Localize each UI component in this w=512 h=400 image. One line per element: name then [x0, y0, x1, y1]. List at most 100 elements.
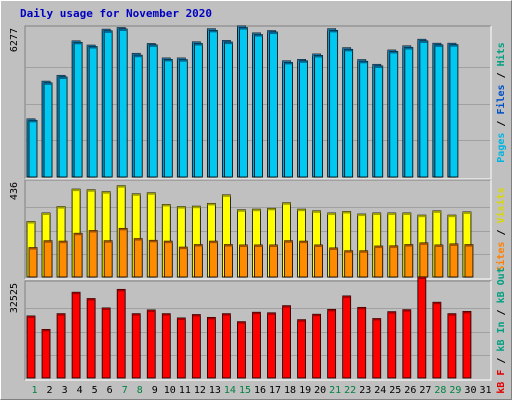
- legend-entry: Pages: [496, 133, 507, 163]
- bar-top-bot: [147, 309, 156, 312]
- bar-top-2-25: [389, 51, 399, 178]
- bar-top-bot: [87, 298, 96, 301]
- bar-top-top: [89, 46, 98, 49]
- bar-top-top: [359, 61, 368, 64]
- bar-bot-1-4: [71, 291, 81, 379]
- bar-top-2-20: [314, 55, 324, 178]
- bar-top-mid: [344, 250, 353, 253]
- bar-top-bot: [192, 314, 201, 317]
- legend-entry: /: [496, 115, 507, 133]
- panel-edge-dark: [24, 179, 491, 279]
- bar-mid-2-19: [299, 240, 308, 278]
- bar-bot-1-14: [222, 313, 231, 379]
- x-tick-label-19: 19: [299, 385, 311, 396]
- bar-top-2-24: [374, 65, 384, 178]
- bar-top-top: [387, 50, 396, 53]
- bar-top-bot: [27, 315, 35, 318]
- bar-bot-1-10: [161, 313, 171, 379]
- bar-top-top: [239, 27, 248, 30]
- x-tick-label-15: 15: [239, 385, 251, 396]
- bar-mid-2-11: [178, 246, 188, 278]
- bar-mid-2-30: [464, 244, 474, 278]
- bar-mid-2-21: [329, 247, 339, 278]
- bar-bot-1-3: [56, 313, 66, 379]
- bar-top-bot: [177, 317, 186, 320]
- bar-top-top: [284, 62, 293, 65]
- x-tick-label-20: 20: [314, 385, 326, 396]
- bar-top-bot: [417, 277, 426, 279]
- bar-top-2-28: [434, 44, 444, 178]
- bar-top-mid: [27, 221, 35, 224]
- bar-bot-1-30: [462, 310, 472, 379]
- x-tick-label-23: 23: [359, 385, 371, 396]
- bar-bot-1-12: [191, 314, 201, 379]
- bar-bot-1-29: [447, 313, 457, 379]
- bar-top-mid: [237, 209, 246, 212]
- bar-top-mid: [29, 247, 37, 250]
- bar-mid-2-28: [434, 244, 444, 278]
- bar-top-mid: [104, 240, 113, 243]
- bar-top-2-18: [284, 62, 293, 178]
- bar-top-top: [389, 51, 398, 54]
- bar-top-mid: [239, 245, 248, 248]
- bar-top-bot: [387, 311, 396, 314]
- bar-top-top: [177, 58, 186, 61]
- bar-top-mid: [389, 245, 398, 248]
- bar-top-2-15: [239, 27, 248, 178]
- bar-mid-2-16: [254, 244, 263, 278]
- x-tick-label-25: 25: [389, 385, 401, 396]
- bar-top-mid: [57, 206, 66, 209]
- legend-entry: /: [496, 352, 507, 370]
- bar-top-bot: [327, 309, 336, 312]
- bar-top-top: [342, 47, 351, 50]
- bar-mid-2-20: [314, 244, 324, 278]
- bar-top-bot: [267, 312, 276, 315]
- bar-bot-1-19: [297, 319, 306, 379]
- bar-top-mid: [432, 210, 441, 213]
- bar-top-top: [252, 32, 261, 35]
- bar-top-top: [254, 34, 263, 37]
- x-tick-label-14: 14: [224, 385, 236, 396]
- bar-top-top: [449, 44, 458, 47]
- bar-top-mid: [312, 210, 321, 213]
- bar-top-mid: [87, 189, 96, 192]
- bar-top-top: [237, 25, 246, 28]
- bar-bot-1-28: [432, 301, 442, 379]
- bar-top-top: [404, 47, 413, 50]
- bar-top-2-26: [404, 47, 414, 178]
- bar-top-mid: [402, 213, 411, 216]
- bar-top-top: [42, 81, 51, 84]
- bar-top-mid: [297, 209, 306, 212]
- bar-top-2-1: [28, 119, 38, 178]
- bar-mid-2-24: [374, 245, 384, 278]
- bar-mid-2-15: [239, 244, 248, 278]
- bar-top-bot: [312, 314, 321, 317]
- x-tick-label-24: 24: [374, 385, 386, 396]
- bar-top-top: [269, 32, 278, 35]
- max-label-mid: 436: [9, 182, 20, 200]
- bar-top-mid: [327, 213, 336, 216]
- bar-top-bot: [72, 292, 81, 295]
- bar-top-mid: [464, 244, 473, 247]
- bar-top-mid: [357, 214, 366, 217]
- bar-top-2-9: [148, 44, 158, 178]
- bar-top-top: [57, 75, 66, 78]
- bar-top-bot: [57, 313, 66, 316]
- bar-mid-2-26: [404, 244, 414, 278]
- bar-top-2-13: [208, 29, 218, 178]
- x-tick-label-5: 5: [92, 385, 98, 396]
- x-tick-label-9: 9: [152, 385, 158, 396]
- bar-top-bot: [162, 313, 171, 316]
- bar-top-mid: [179, 247, 188, 250]
- x-tick-label-4: 4: [77, 385, 83, 396]
- bar-top-mid: [359, 250, 368, 253]
- bar-top-2-8: [133, 54, 143, 178]
- legend-entry: Files: [495, 84, 507, 114]
- bar-top-top: [419, 40, 428, 43]
- bar-top-top: [134, 55, 143, 58]
- bar-top-mid: [372, 213, 381, 216]
- bar-top-top: [149, 44, 158, 47]
- bar-top-bot: [207, 317, 216, 320]
- bar-top-top: [119, 28, 128, 31]
- bar-top-top: [314, 55, 323, 58]
